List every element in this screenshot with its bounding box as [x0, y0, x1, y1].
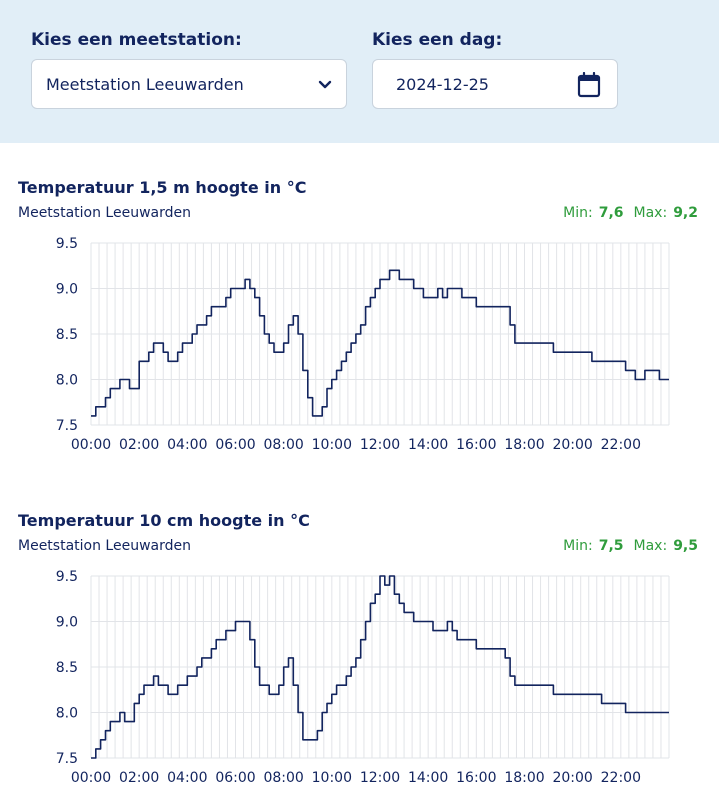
x-tick-label: 06:00 — [215, 437, 255, 453]
x-tick-label: 14:00 — [408, 770, 448, 786]
x-tick-label: 08:00 — [263, 437, 303, 453]
y-tick-label: 9.5 — [56, 236, 78, 252]
y-tick-label: 9.5 — [56, 569, 78, 585]
y-tick-label: 9.0 — [56, 615, 78, 631]
filter-panel: Kies een meetstation: Meetstation Leeuwa… — [0, 0, 719, 143]
y-tick-label: 8.5 — [56, 660, 78, 676]
x-tick-label: 20:00 — [552, 437, 592, 453]
max-label: Max: — [633, 205, 668, 221]
x-tick-label: 02:00 — [119, 437, 159, 453]
y-tick-label: 8.0 — [56, 373, 78, 389]
min-value: 7,5 — [598, 538, 624, 554]
min-max-readout: Min: 7,5 Max: 9,5 — [563, 538, 698, 554]
max-label: Max: — [633, 538, 668, 554]
y-tick-label: 8.5 — [56, 327, 78, 343]
min-value: 7,6 — [598, 205, 624, 221]
y-tick-label: 7.5 — [56, 418, 78, 434]
calendar-icon[interactable] — [577, 72, 601, 98]
min-label: Min: — [563, 205, 593, 221]
x-tick-label: 12:00 — [360, 437, 400, 453]
y-tick-label: 9.0 — [56, 282, 78, 298]
series-line — [91, 575, 669, 759]
chart-title: Temperatuur 10 cm hoogte in °C — [18, 511, 310, 530]
day-label: Kies een dag: — [372, 30, 503, 50]
x-tick-label: 06:00 — [215, 770, 255, 786]
station-select-value: Meetstation Leeuwarden — [46, 75, 244, 94]
x-tick-label: 00:00 — [71, 437, 111, 453]
x-tick-label: 22:00 — [601, 437, 641, 453]
x-tick-label: 22:00 — [601, 770, 641, 786]
date-input-value: 2024-12-25 — [396, 75, 489, 94]
x-tick-label: 10:00 — [312, 770, 352, 786]
min-label: Min: — [563, 538, 593, 554]
chart-station: Meetstation Leeuwarden — [18, 205, 191, 221]
temperature-chart-10cm: 7.5 8.0 8.5 9.0 9.5 00:00 02:00 04:00 06:00 08:00… — [56, 569, 670, 786]
x-tick-label: 00:00 — [71, 770, 111, 786]
x-tick-label: 14:00 — [408, 437, 448, 453]
min-max-readout: Min: 7,6 Max: 9,2 — [563, 205, 698, 221]
station-label: Kies een meetstation: — [31, 30, 242, 50]
x-tick-label: 10:00 — [312, 437, 352, 453]
x-tick-label: 18:00 — [504, 770, 544, 786]
x-tick-label: 20:00 — [552, 770, 592, 786]
station-select[interactable]: Meetstation Leeuwarden — [31, 59, 347, 109]
x-tick-label: 18:00 — [504, 437, 544, 453]
x-tick-label: 02:00 — [119, 770, 159, 786]
x-tick-label: 04:00 — [167, 770, 207, 786]
x-tick-label: 16:00 — [456, 770, 496, 786]
x-tick-label: 04:00 — [167, 437, 207, 453]
x-tick-label: 16:00 — [456, 437, 496, 453]
chart-title: Temperatuur 1,5 m hoogte in °C — [18, 178, 307, 197]
x-tick-label: 08:00 — [263, 770, 303, 786]
temperature-chart-1-5m: 7.5 8.0 8.5 9.0 9.5 00:00 02:00 04:00 06:00 08:00… — [56, 236, 670, 453]
chart-station: Meetstation Leeuwarden — [18, 538, 191, 554]
date-input[interactable]: 2024-12-25 — [372, 59, 618, 109]
max-value: 9,2 — [673, 205, 698, 221]
x-tick-label: 12:00 — [360, 770, 400, 786]
max-value: 9,5 — [673, 538, 698, 554]
y-tick-label: 7.5 — [56, 751, 78, 767]
y-tick-label: 8.0 — [56, 706, 78, 722]
chevron-down-icon — [318, 80, 332, 89]
series-line — [91, 269, 669, 417]
